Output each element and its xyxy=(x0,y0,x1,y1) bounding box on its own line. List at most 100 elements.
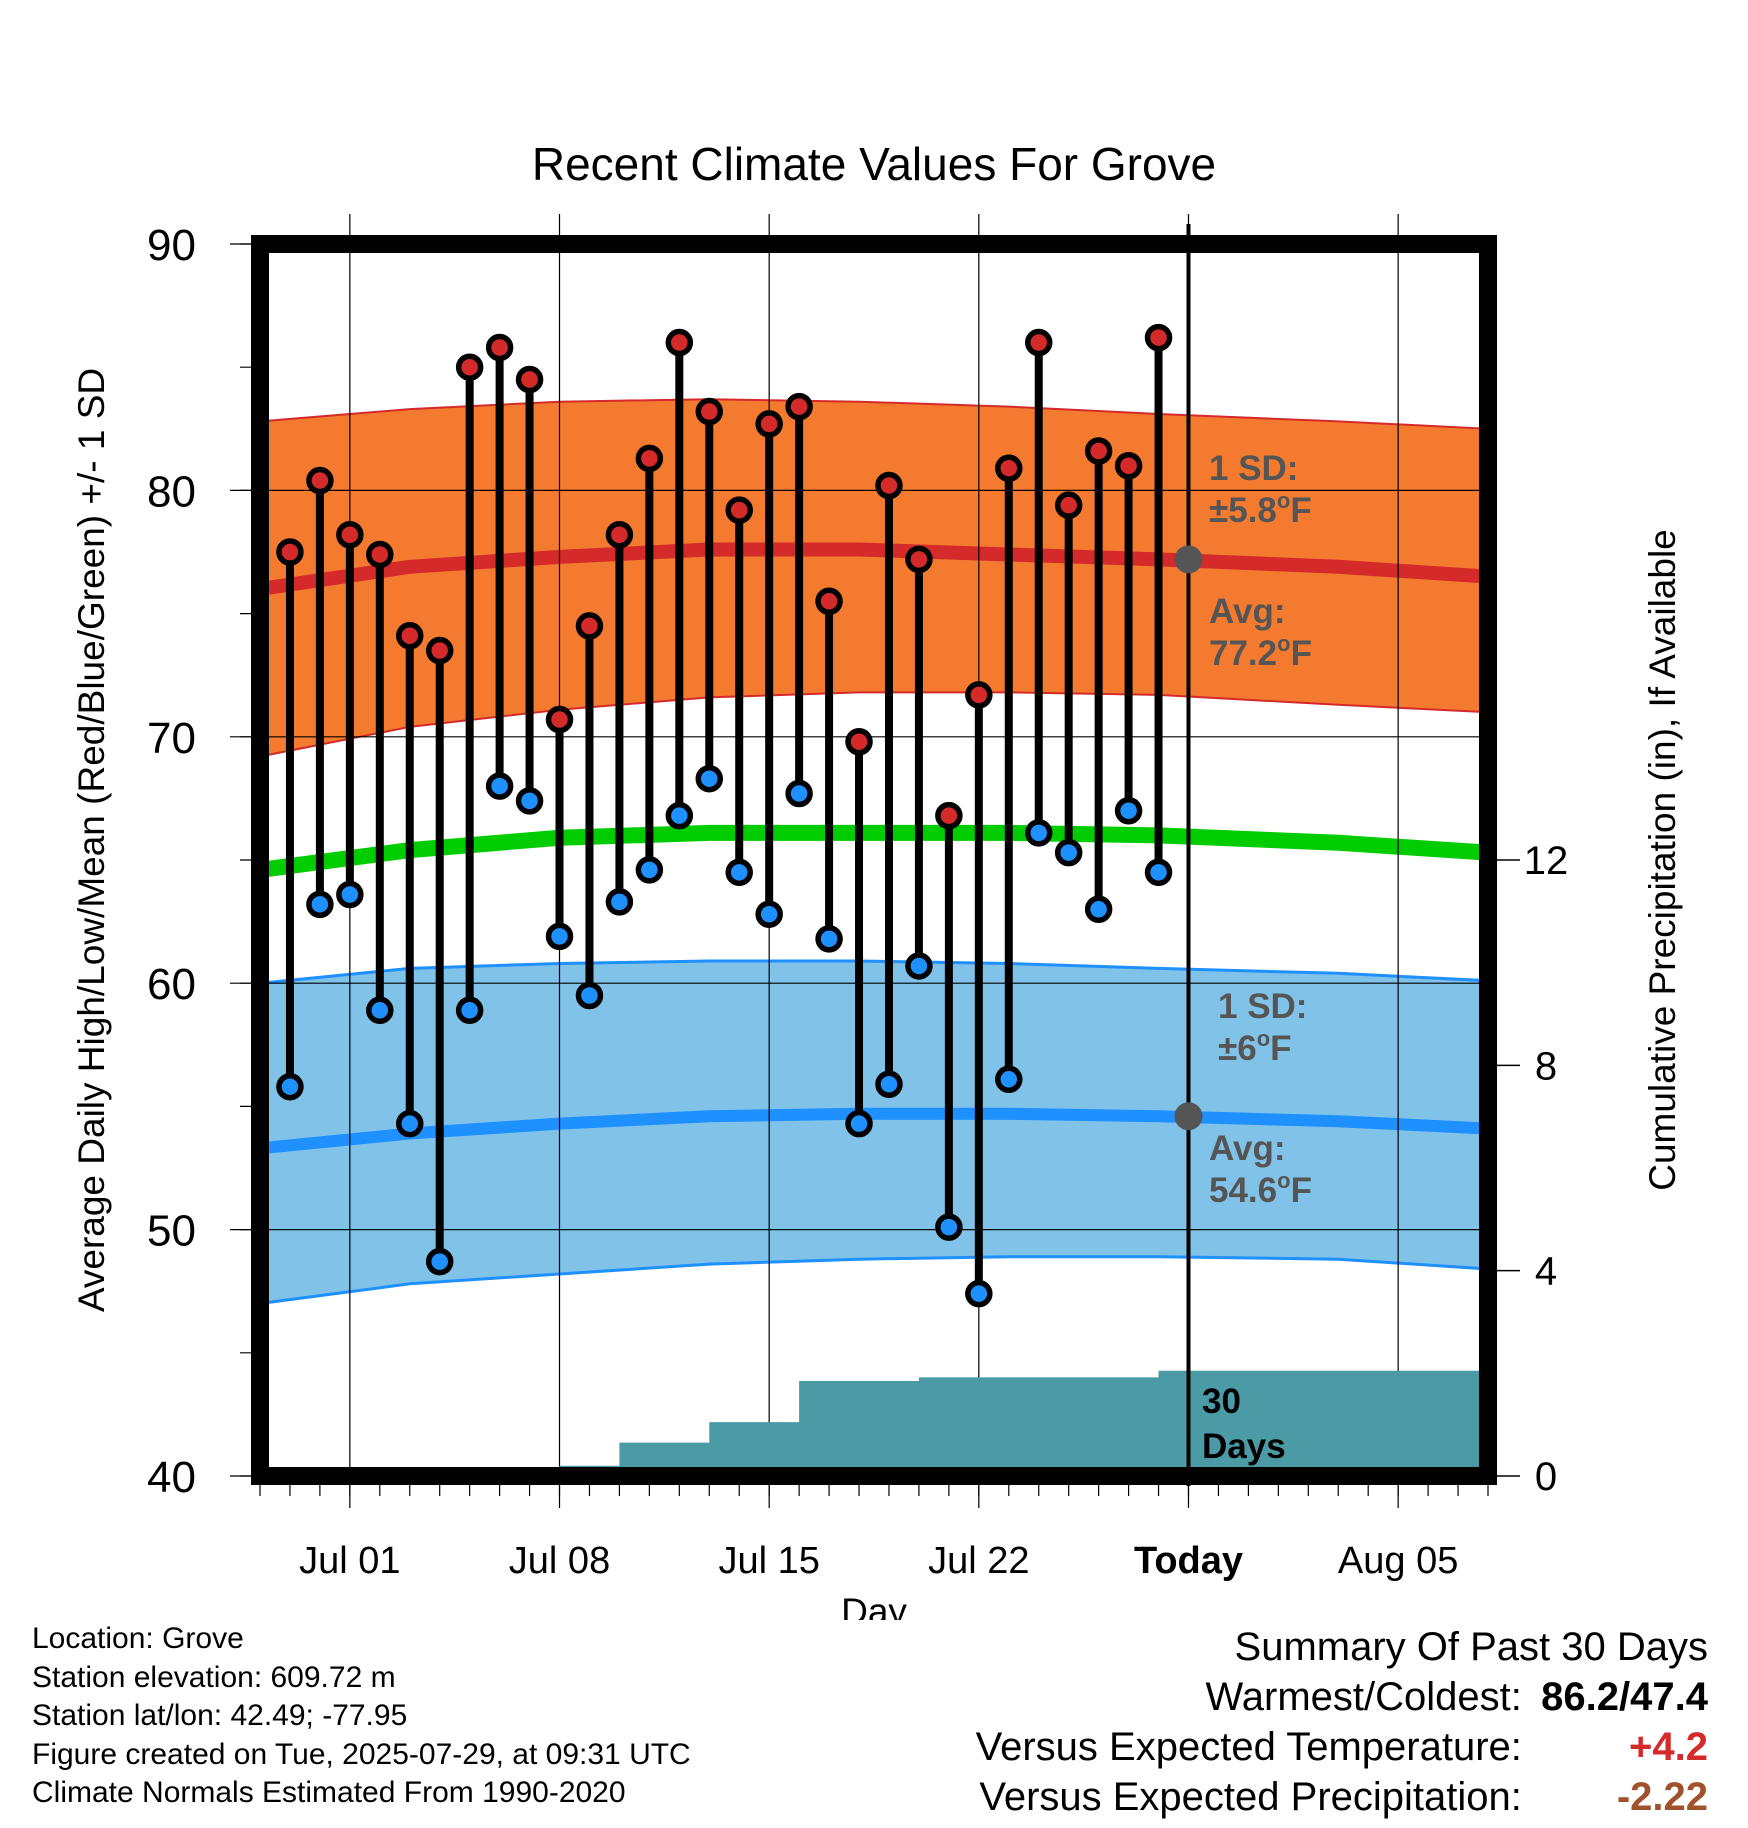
high-sd-band xyxy=(259,398,1489,758)
daily-low-point xyxy=(665,801,694,830)
y-tick-label: 70 xyxy=(147,714,196,763)
daily-low-point xyxy=(755,900,783,928)
daily-low-point xyxy=(545,922,574,951)
y-tick-label: 50 xyxy=(147,1207,196,1256)
daily-high-point xyxy=(336,521,364,549)
daily-high-point xyxy=(575,612,604,640)
y2-tick-label: 4 xyxy=(1535,1250,1557,1294)
low-avg-label-line1: Avg: xyxy=(1209,1129,1285,1168)
latlon-text: Station lat/lon: 42.49; -77.95 xyxy=(32,1699,408,1732)
station-info: Location: Grove Station elevation: 609.7… xyxy=(32,1620,691,1813)
daily-low-point xyxy=(965,1279,993,1308)
high-avg-label-line1: Avg: xyxy=(1209,592,1285,631)
today-high-avg-marker xyxy=(1174,545,1203,574)
normals-bands xyxy=(258,398,1490,1306)
daily-low-point xyxy=(276,1072,304,1101)
daily-high-point xyxy=(755,410,783,438)
elevation-text: Station elevation: 609.72 m xyxy=(32,1660,396,1694)
daily-high-point xyxy=(1054,491,1083,519)
summary-temp-row: Versus Expected Temperature: +4.2 xyxy=(976,1722,1708,1772)
x-tick-label: Jul 08 xyxy=(509,1540,610,1582)
temp-label: Versus Expected Temperature: xyxy=(975,1725,1522,1769)
y-tick-label: 40 xyxy=(147,1453,196,1502)
x-tick-label: Jul 22 xyxy=(928,1540,1029,1582)
x-tick-label: Aug 05 xyxy=(1338,1540,1458,1582)
low-avg-label-line2: 54.6oF xyxy=(1209,1168,1312,1210)
daily-low-point xyxy=(995,1065,1023,1094)
precip-label-days: Days xyxy=(1202,1427,1286,1466)
daily-low-point xyxy=(1084,895,1113,924)
x-axis-label: Day xyxy=(841,1591,907,1620)
daily-low-point xyxy=(695,764,724,793)
summary-title: Summary Of Past 30 Days xyxy=(1234,1625,1708,1669)
daily-high-point xyxy=(366,540,394,569)
location-text: Location: Grove xyxy=(32,1622,244,1655)
daily-high-point xyxy=(695,397,724,426)
high-normal-line xyxy=(258,542,1489,596)
daily-low-point xyxy=(1054,838,1083,867)
daily-high-point xyxy=(905,545,933,574)
daily-low-point xyxy=(1024,819,1053,847)
daily-high-point xyxy=(845,727,873,756)
x-tick-label: Today xyxy=(1134,1540,1243,1582)
daily-low-point xyxy=(455,996,484,1025)
y-axis-label: Average Daily High/Low/Mean (Red/Blue/Gr… xyxy=(71,368,112,1312)
daily-low-point xyxy=(575,981,604,1010)
axes: 40 50 60 70 80 90 0 4 8 12 Jul 01 Jul 08 Jul 15 Jul 2… xyxy=(147,221,1568,1582)
daily-high-point xyxy=(665,328,694,357)
daily-high-point xyxy=(605,521,634,549)
y-tick-label: 90 xyxy=(147,221,196,270)
daily-high-point xyxy=(1144,323,1173,352)
warm-cold-value: 86.2/47.4 xyxy=(1541,1675,1708,1719)
y-tick-label: 80 xyxy=(147,467,196,516)
daily-high-point xyxy=(995,454,1023,482)
daily-low-point xyxy=(845,1109,873,1138)
daily-low-point xyxy=(815,925,843,953)
temp-value: +4.2 xyxy=(1629,1725,1708,1769)
summary-panel: Summary Of Past 30 Days Warmest/Coldest:… xyxy=(976,1622,1708,1822)
daily-low-point xyxy=(605,888,634,916)
daily-high-point xyxy=(935,801,963,830)
daily-low-point xyxy=(396,1109,424,1138)
daily-low-point xyxy=(875,1070,903,1098)
high-sd-label-line2: ±5.8oF xyxy=(1209,488,1312,530)
daily-low-point xyxy=(635,856,664,884)
daily-high-point xyxy=(875,471,903,500)
y2-tick-label: 0 xyxy=(1535,1455,1557,1499)
climate-chart: Recent Climate Values For Grove Average … xyxy=(71,138,1683,1620)
precip-value: -2.22 xyxy=(1616,1775,1708,1819)
summary-precip-row: Versus Expected Precipitation: -2.22 xyxy=(976,1772,1708,1822)
high-sd-label-line1: 1 SD: xyxy=(1209,449,1298,488)
daily-high-point xyxy=(425,636,454,665)
daily-high-point xyxy=(276,538,304,566)
daily-high-point xyxy=(965,681,993,709)
x-tick-label: Jul 15 xyxy=(718,1540,819,1582)
daily-high-point xyxy=(725,496,753,524)
today-low-avg-marker xyxy=(1174,1102,1203,1131)
daily-low-point xyxy=(725,858,753,887)
daily-temperature-series xyxy=(276,323,1173,1308)
low-sd-label-line2: ±6oF xyxy=(1218,1026,1292,1068)
precip-label-30: 30 xyxy=(1202,1382,1241,1421)
warm-cold-label: Warmest/Coldest: xyxy=(1205,1675,1522,1719)
daily-high-point xyxy=(1114,452,1143,480)
daily-high-point xyxy=(635,444,664,473)
daily-low-point xyxy=(425,1247,454,1276)
daily-low-point xyxy=(366,996,394,1025)
daily-high-point xyxy=(545,705,574,734)
daily-high-point xyxy=(306,466,334,495)
high-avg-label-line2: 77.2oF xyxy=(1209,631,1312,673)
daily-high-point xyxy=(485,333,514,362)
daily-high-point xyxy=(1084,437,1113,465)
created-text: Figure created on Tue, 2025-07-29, at 09… xyxy=(32,1737,691,1771)
normals-text: Climate Normals Estimated From 1990-2020 xyxy=(32,1776,626,1809)
low-sd-label-line1: 1 SD: xyxy=(1218,987,1307,1026)
daily-low-point xyxy=(485,772,514,800)
daily-low-point xyxy=(905,952,933,980)
precip-area xyxy=(260,1370,1488,1476)
y2-tick-label: 8 xyxy=(1535,1044,1557,1088)
daily-high-point xyxy=(785,392,813,421)
daily-high-point xyxy=(455,353,484,381)
daily-high-point xyxy=(1024,328,1053,357)
